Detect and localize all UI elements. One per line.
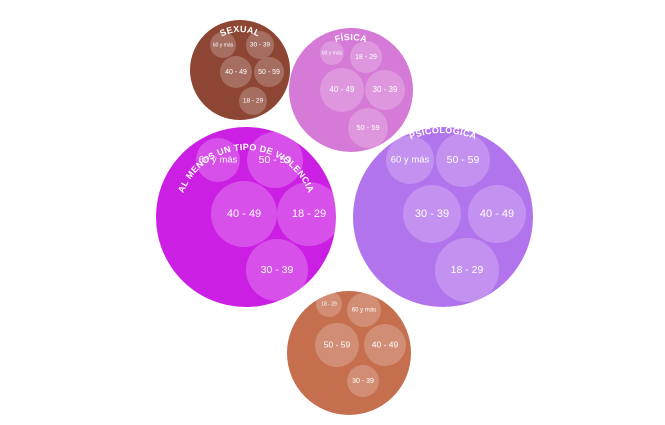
age-bubble [254, 57, 284, 87]
age-bubble [365, 70, 405, 110]
age-bubble [220, 56, 252, 88]
age-bubble [320, 68, 364, 112]
age-bubble [435, 238, 499, 302]
age-label: 60 y más [391, 155, 430, 166]
group-title: FÍSICA [334, 32, 369, 44]
age-label: 18 - 29 [451, 264, 484, 276]
age-label: 40 - 49 [480, 208, 514, 220]
age-label: 50 - 59 [356, 123, 379, 132]
age-bubble [277, 182, 341, 246]
group-al-menos-un-tipo-de-violencia: AL MENOS UN TIPO DE VIOLENCIA60 y más50 … [156, 127, 341, 307]
age-label: 30 - 39 [352, 378, 374, 385]
age-bubble [403, 185, 461, 243]
age-bubble [386, 136, 434, 184]
age-label: 60 y más [322, 50, 343, 56]
age-bubble [246, 239, 308, 301]
group-bubble [289, 28, 413, 152]
age-bubble [348, 108, 388, 148]
group-bubble [190, 20, 290, 120]
age-label: 50 - 59 [447, 154, 480, 166]
age-label: 18 - 29 [355, 54, 377, 61]
age-bubble [347, 293, 381, 327]
age-bubble [246, 31, 274, 59]
age-bubble [436, 133, 490, 187]
age-label: 18 - 29 [292, 208, 326, 220]
age-bubble [347, 365, 379, 397]
age-bubble [320, 41, 344, 65]
age-label: 30 - 39 [415, 208, 449, 220]
age-label: 30 - 39 [373, 85, 398, 94]
age-label: 40 - 49 [372, 339, 399, 349]
age-bubble [364, 324, 406, 366]
age-label: 40 - 49 [225, 69, 247, 76]
age-bubble [210, 32, 236, 58]
age-label: 30 - 39 [250, 42, 271, 49]
age-label: 40 - 49 [330, 85, 355, 94]
age-bubble [239, 87, 267, 115]
age-label: 18 - 29 [321, 301, 337, 307]
group-bubble [156, 127, 336, 307]
group-bubble [287, 291, 411, 415]
group-sexual: SEXUAL 60 y más 30 - 39 40 - 49 50 - 59 18 - … [190, 20, 290, 120]
age-bubble [315, 323, 359, 367]
age-bubble [316, 291, 342, 317]
age-bubble [468, 185, 526, 243]
group-fisica: FÍSICA 60 y más 18 - 29 40 - 49 30 - 39 50 - … [289, 28, 413, 152]
age-bubble [247, 132, 303, 188]
age-label: 50 - 59 [259, 154, 292, 166]
age-label: 60 y más [199, 155, 238, 166]
age-label: 60 y más [213, 42, 234, 48]
age-label: 50 - 59 [258, 69, 280, 76]
age-label: 50 - 59 [324, 339, 351, 349]
age-label: 60 y más [352, 308, 376, 314]
group-bubble [353, 127, 533, 307]
group-title: SEXUAL [218, 24, 262, 39]
age-label: 40 - 49 [227, 208, 261, 220]
age-bubble [211, 181, 277, 247]
age-label: 18 - 29 [243, 98, 264, 105]
age-label: 30 - 39 [261, 264, 294, 276]
age-bubble [196, 138, 240, 182]
age-bubble [350, 41, 382, 73]
